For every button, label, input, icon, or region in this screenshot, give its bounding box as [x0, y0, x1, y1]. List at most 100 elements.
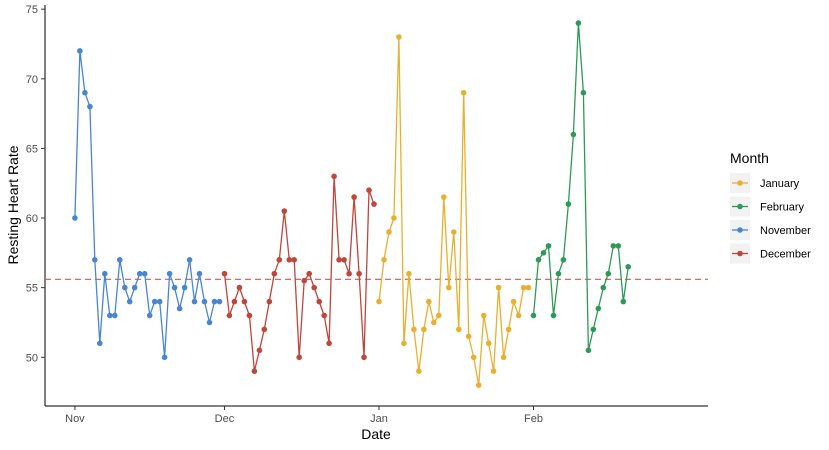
data-point [311, 284, 318, 291]
data-point [590, 326, 597, 333]
x-tick-label: Feb [524, 413, 543, 425]
data-point [261, 326, 268, 333]
data-point [246, 312, 253, 319]
data-point [515, 312, 522, 319]
legend-item-december: December [730, 243, 811, 264]
data-point [181, 284, 188, 291]
data-point [231, 298, 238, 305]
x-tick-label: Jan [370, 413, 388, 425]
data-point [196, 270, 203, 277]
data-point [465, 333, 472, 340]
data-point [530, 312, 537, 319]
data-point [540, 250, 547, 256]
data-point [381, 257, 387, 263]
data-point [456, 326, 462, 333]
data-point [431, 319, 437, 326]
data-point [341, 257, 347, 263]
data-point [346, 270, 352, 277]
y-tick-label: 75 [26, 4, 38, 16]
y-tick-label: 60 [26, 213, 38, 225]
series-december [221, 173, 377, 375]
data-point [416, 368, 422, 375]
legend-item-january: January [730, 173, 800, 193]
y-tick-label: 65 [26, 143, 38, 155]
series-february [530, 20, 631, 354]
data-point [201, 298, 208, 305]
data-point [161, 354, 168, 361]
data-point [256, 347, 263, 354]
data-point [451, 229, 457, 235]
data-point [500, 354, 507, 361]
data-point [82, 89, 88, 96]
data-point [122, 284, 128, 291]
data-point [386, 229, 392, 235]
data-point [221, 270, 228, 277]
data-point [595, 305, 602, 312]
data-point [535, 257, 542, 263]
data-point [421, 326, 427, 333]
legend-label: November [760, 225, 811, 237]
data-point [286, 257, 293, 263]
legend: Month January February November December [730, 150, 811, 264]
data-point [560, 257, 567, 263]
data-point [585, 347, 592, 354]
y-ticks: 50 55 60 65 70 75 [26, 4, 45, 364]
data-point [176, 305, 183, 312]
data-point [236, 284, 243, 291]
legend-title: Month [730, 150, 769, 166]
x-tick-label: Dec [215, 413, 235, 425]
legend-label: December [760, 249, 811, 261]
data-point [141, 270, 148, 277]
data-point [376, 298, 382, 305]
data-point [356, 270, 362, 277]
data-point [555, 270, 562, 277]
data-point [525, 284, 532, 291]
series-line-february [532, 22, 629, 351]
y-tick-label: 50 [26, 352, 38, 364]
data-point [271, 270, 278, 277]
y-tick-label: 70 [26, 74, 38, 86]
data-point [485, 340, 492, 347]
data-point [545, 243, 552, 249]
data-point [112, 312, 118, 319]
data-point [600, 284, 607, 291]
data-point [550, 312, 557, 319]
data-point [211, 298, 218, 305]
data-point [575, 20, 582, 26]
series-november [72, 48, 223, 361]
data-point [136, 270, 143, 277]
data-point [361, 354, 367, 361]
data-point [351, 194, 357, 200]
data-point [336, 257, 342, 263]
legend-key-point [737, 180, 743, 186]
data-point [117, 257, 123, 263]
legend-label: January [760, 178, 800, 190]
data-point [97, 340, 103, 347]
data-point [151, 298, 158, 305]
x-axis-title: Date [361, 426, 391, 442]
data-point [156, 298, 163, 305]
data-point [620, 298, 627, 305]
data-point [520, 284, 527, 291]
data-point [490, 368, 497, 375]
x-tick-label: Nov [65, 413, 85, 425]
legend-key-point [737, 250, 743, 257]
data-point [391, 215, 397, 221]
data-point [580, 89, 587, 96]
data-point [266, 298, 273, 305]
data-point [77, 48, 83, 54]
data-point [475, 382, 482, 388]
data-point [251, 368, 258, 375]
data-point [326, 340, 332, 347]
data-point [411, 326, 417, 333]
data-point [131, 284, 138, 291]
legend-key-point [737, 203, 743, 210]
data-point [446, 284, 452, 291]
data-point [605, 270, 612, 277]
data-point [296, 354, 303, 361]
legend-label: February [760, 202, 805, 214]
data-point [480, 312, 487, 319]
data-point [401, 340, 407, 347]
series-january [376, 34, 532, 388]
